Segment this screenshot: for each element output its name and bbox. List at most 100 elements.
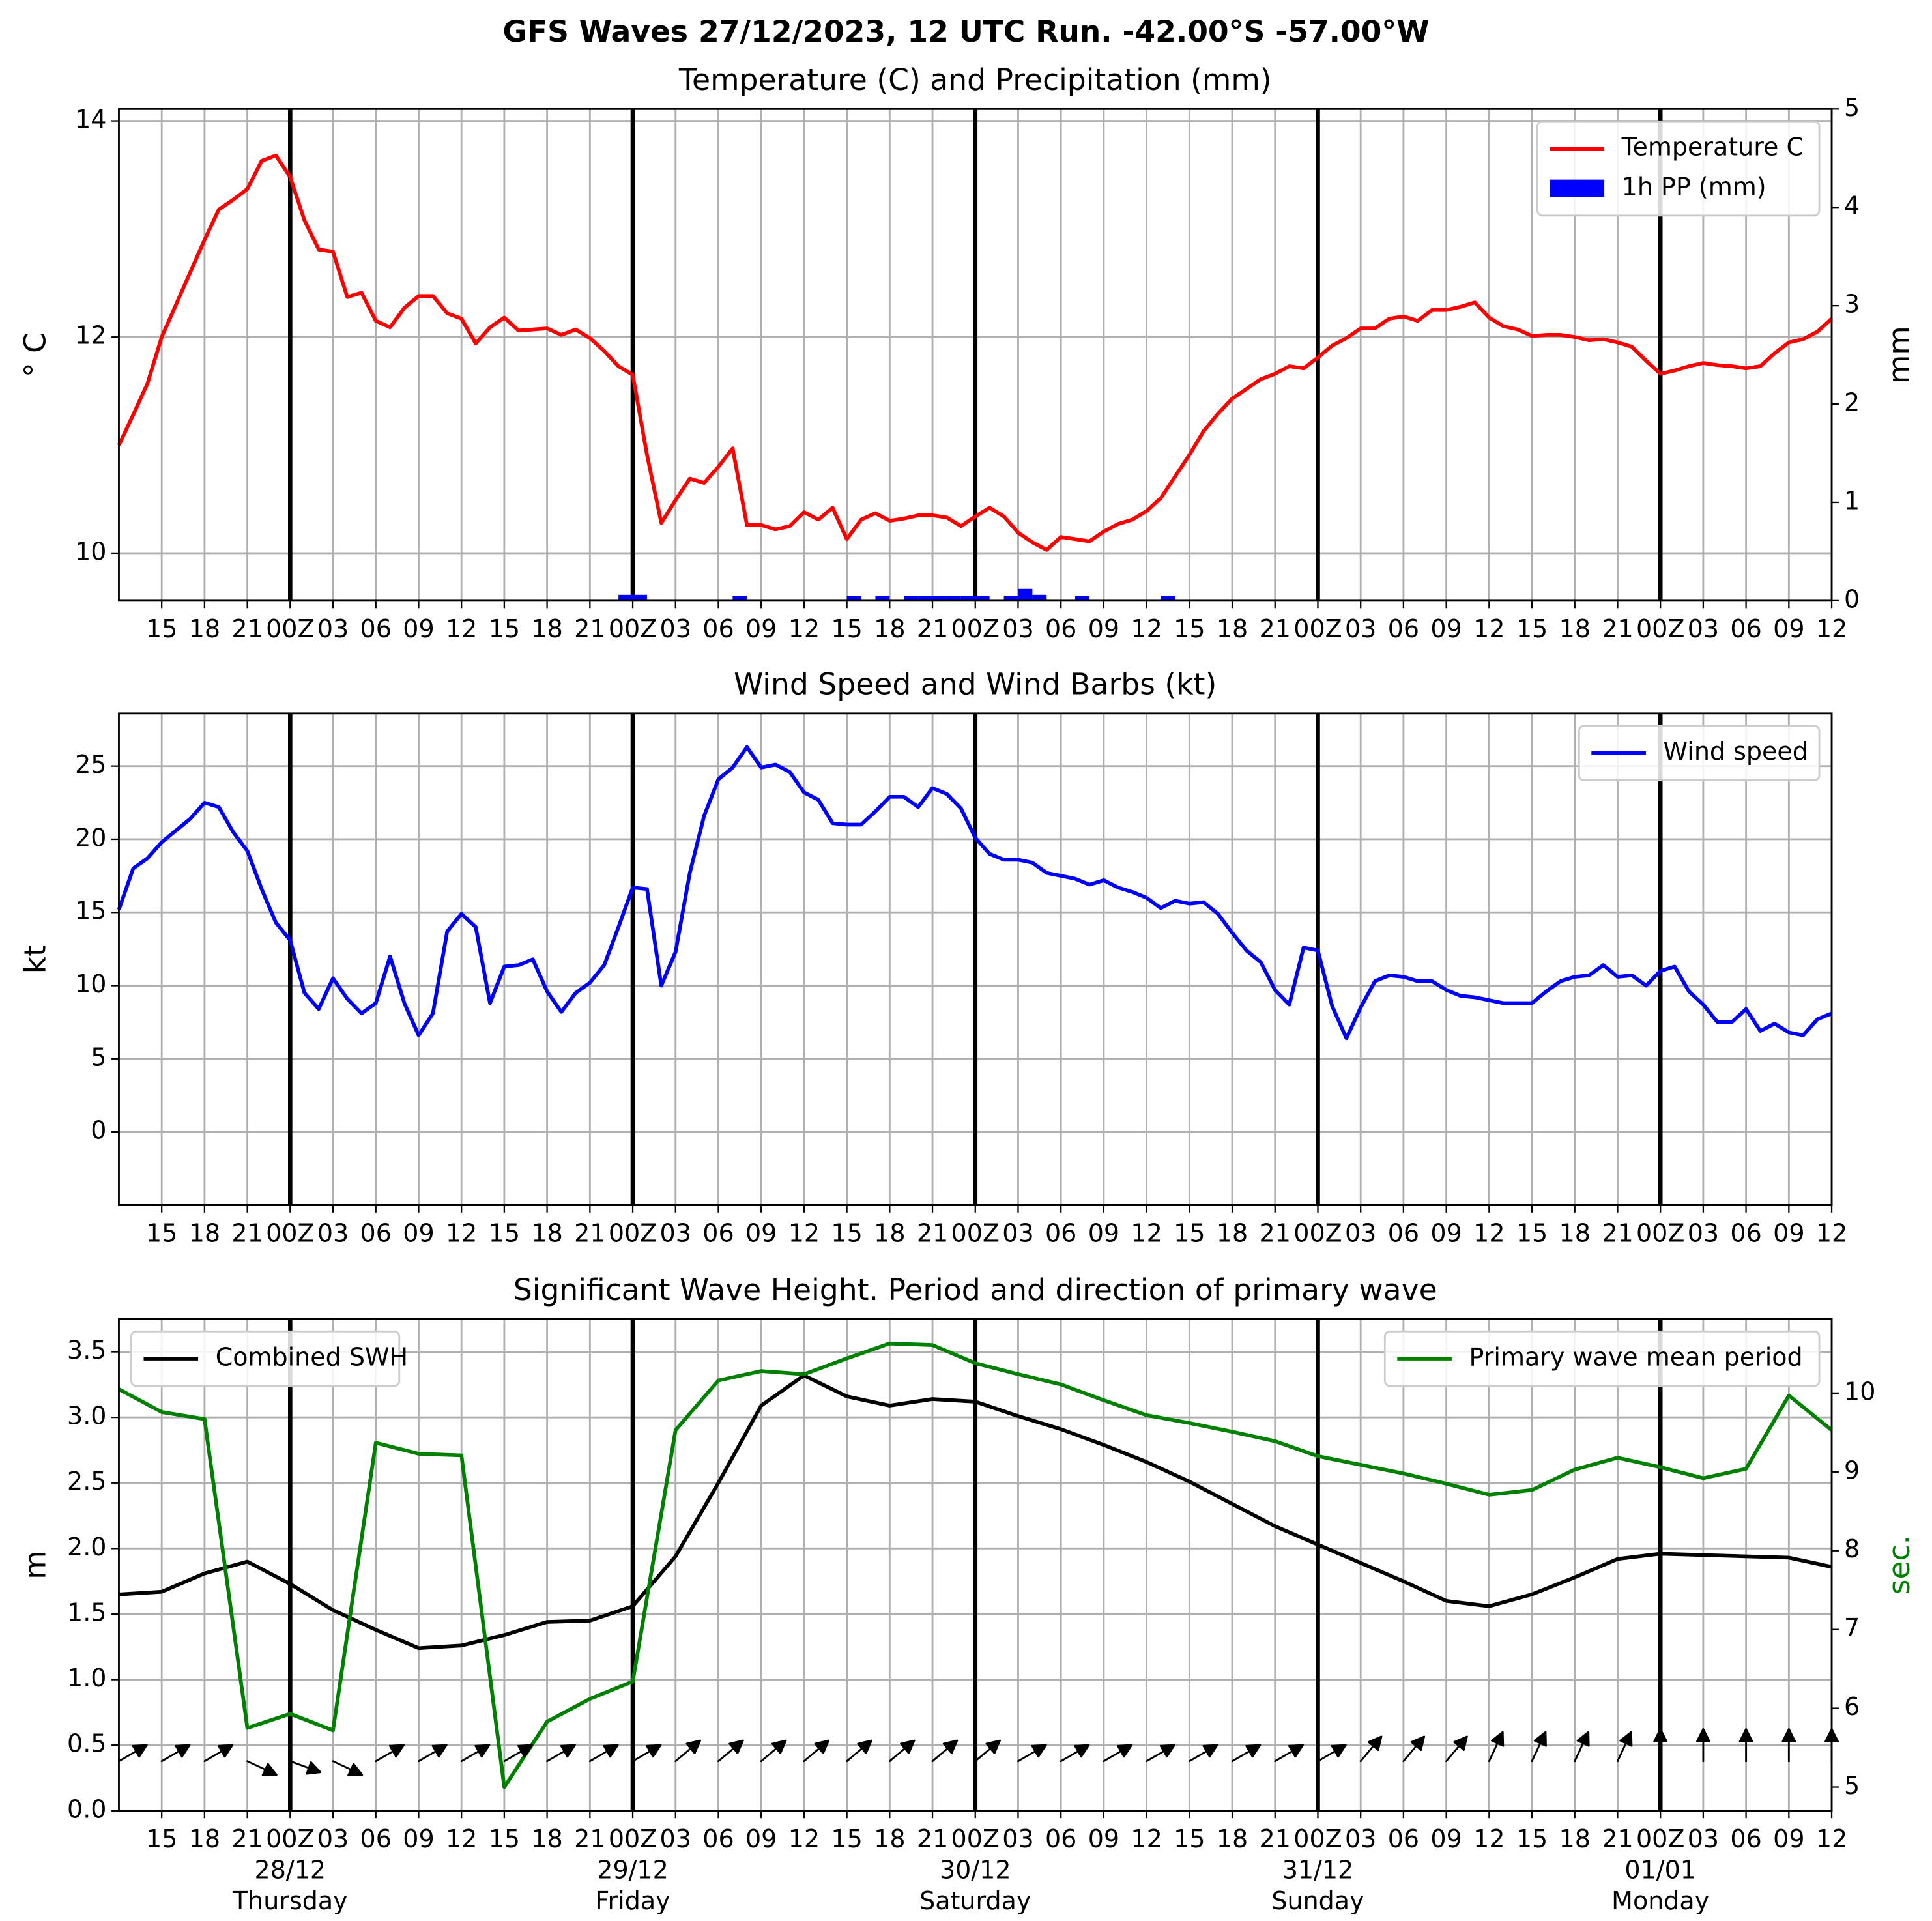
direction-arrow bbox=[118, 1744, 148, 1763]
x-tick-label: 03 bbox=[317, 614, 349, 643]
y-tick-label: 1.5 bbox=[67, 1598, 106, 1626]
x-tick-label: 03 bbox=[1688, 1219, 1719, 1247]
x-tick-label: 03 bbox=[1345, 1219, 1376, 1247]
direction-arrow bbox=[846, 1739, 872, 1763]
date-label: 31/12 bbox=[1282, 1855, 1354, 1884]
x-tick-label: 06 bbox=[1388, 1219, 1419, 1247]
x-tick-label: 09 bbox=[403, 1825, 434, 1853]
x-tick-label: 06 bbox=[1388, 1825, 1419, 1853]
x-tick-label: 18 bbox=[189, 1825, 220, 1853]
weekday-label: Friday bbox=[595, 1886, 670, 1915]
direction-arrow bbox=[1274, 1744, 1304, 1763]
direction-arrow bbox=[888, 1739, 916, 1763]
x-tick-label: 06 bbox=[360, 614, 392, 643]
x-tick-label: 18 bbox=[1217, 614, 1248, 643]
panel-title: Temperature (C) and Precipitation (mm) bbox=[678, 63, 1272, 97]
direction-arrow bbox=[803, 1739, 830, 1763]
direction-arrow bbox=[460, 1744, 491, 1763]
bar bbox=[875, 596, 890, 601]
y-tick-label: 1.0 bbox=[67, 1664, 106, 1692]
x-tick-label: 09 bbox=[745, 614, 777, 643]
direction-arrow bbox=[1653, 1727, 1668, 1763]
legend: Primary wave mean period bbox=[1383, 1330, 1821, 1387]
legend-box bbox=[1536, 120, 1821, 217]
x-tick-label: 03 bbox=[317, 1825, 349, 1853]
x-tick-label: 12 bbox=[1816, 1219, 1847, 1247]
x-tick-label: 15 bbox=[831, 1825, 862, 1853]
direction-arrow bbox=[1188, 1744, 1218, 1763]
series-line bbox=[118, 1341, 1833, 1789]
direction-arrow bbox=[674, 1739, 702, 1763]
legend: Combined SWH bbox=[130, 1330, 408, 1387]
x-tick-label: 21 bbox=[917, 1219, 948, 1247]
bar bbox=[1075, 596, 1089, 601]
y-axis-label: m bbox=[18, 1550, 53, 1579]
x-tick-label: 18 bbox=[874, 1219, 905, 1247]
y2-tick-label: 6 bbox=[1844, 1692, 1860, 1721]
direction-arrow bbox=[1146, 1744, 1175, 1763]
x-tick-label: 03 bbox=[1345, 614, 1376, 643]
y-tick-label: 20 bbox=[75, 823, 106, 852]
x-tick-label: 21 bbox=[1260, 1219, 1291, 1247]
x-tick-label: 09 bbox=[1088, 614, 1119, 643]
x-tick-label: 06 bbox=[1388, 614, 1419, 643]
x-tick-label: 09 bbox=[1773, 1219, 1804, 1247]
direction-arrow bbox=[717, 1739, 744, 1763]
bar bbox=[1003, 596, 1018, 601]
y2-axis-label: sec. bbox=[1882, 1535, 1916, 1595]
y2-tick-label: 5 bbox=[1844, 1771, 1860, 1800]
x-tick-label: 12 bbox=[1131, 1825, 1162, 1853]
x-tick-label: 09 bbox=[403, 1219, 434, 1247]
x-tick-label: 12 bbox=[1816, 614, 1847, 643]
x-tick-label: 15 bbox=[831, 614, 862, 643]
bar bbox=[960, 596, 975, 601]
legend-swatch bbox=[1550, 179, 1605, 197]
x-tick-label: 12 bbox=[446, 1825, 477, 1853]
x-tick-label: 00Z bbox=[266, 614, 314, 643]
x-tick-label: 00Z bbox=[1293, 614, 1342, 643]
y2-tick-label: 9 bbox=[1844, 1456, 1860, 1484]
x-tick-label: 12 bbox=[788, 1825, 820, 1853]
legend-label: Wind speed bbox=[1664, 737, 1808, 766]
x-tick-label: 21 bbox=[574, 1825, 605, 1853]
x-tick-label: 00Z bbox=[266, 1219, 314, 1247]
direction-arrow bbox=[1402, 1735, 1426, 1763]
x-tick-label: 12 bbox=[788, 614, 820, 643]
x-tick-label: 09 bbox=[745, 1825, 777, 1853]
x-tick-label: 21 bbox=[231, 1825, 263, 1853]
x-tick-label: 00Z bbox=[1636, 1219, 1684, 1247]
x-tick-label: 15 bbox=[1516, 614, 1548, 643]
direction-arrow bbox=[1445, 1735, 1468, 1763]
y-tick-label: 12 bbox=[75, 321, 106, 350]
x-tick-label: 15 bbox=[489, 1825, 520, 1853]
date-label: 29/12 bbox=[597, 1855, 669, 1884]
x-tick-label: 00Z bbox=[1293, 1219, 1342, 1247]
x-tick-label: 18 bbox=[874, 614, 905, 643]
x-tick-label: 21 bbox=[917, 614, 948, 643]
x-tick-label: 15 bbox=[1174, 614, 1205, 643]
direction-arrow bbox=[760, 1739, 787, 1763]
x-tick-label: 12 bbox=[1816, 1825, 1847, 1853]
chart-suptitle: GFS Waves 27/12/2023, 12 UTC Run. -42.00… bbox=[502, 14, 1429, 49]
x-tick-label: 15 bbox=[1516, 1825, 1548, 1853]
x-tick-label: 15 bbox=[1174, 1825, 1205, 1853]
y-tick-label: 10 bbox=[75, 537, 106, 566]
x-tick-label: 00Z bbox=[1636, 614, 1684, 643]
x-tick-label: 18 bbox=[1559, 614, 1591, 643]
x-tick-label: 18 bbox=[1559, 1219, 1591, 1247]
x-tick-label: 09 bbox=[403, 614, 434, 643]
direction-arrow bbox=[375, 1744, 405, 1763]
direction-arrow bbox=[931, 1739, 959, 1763]
direction-arrow bbox=[974, 1739, 1002, 1763]
bar bbox=[975, 596, 990, 601]
panel-title: Significant Wave Height. Period and dire… bbox=[513, 1273, 1437, 1307]
date-label: 01/01 bbox=[1624, 1855, 1696, 1884]
x-tick-label: 00Z bbox=[1636, 1825, 1684, 1853]
y-tick-label: 0 bbox=[91, 1116, 106, 1145]
y-tick-label: 3.0 bbox=[67, 1402, 106, 1430]
direction-arrow bbox=[1317, 1744, 1347, 1763]
x-tick-label: 12 bbox=[1131, 1219, 1162, 1247]
bar bbox=[1018, 588, 1033, 601]
series-line bbox=[117, 153, 1833, 552]
